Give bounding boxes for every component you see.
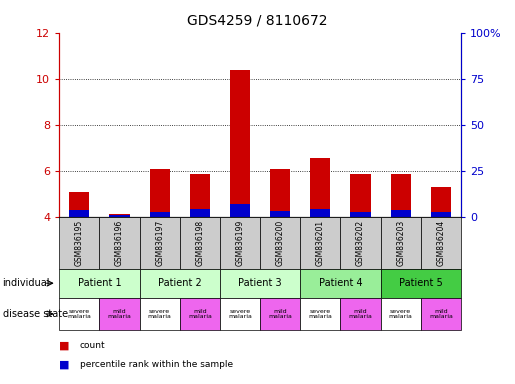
Bar xyxy=(59,298,99,330)
Bar xyxy=(260,298,300,330)
Text: individual: individual xyxy=(3,278,50,288)
Text: GSM836197: GSM836197 xyxy=(155,220,164,266)
Bar xyxy=(421,298,461,330)
Text: GSM836204: GSM836204 xyxy=(436,220,445,266)
Text: Patient 2: Patient 2 xyxy=(158,278,201,288)
Bar xyxy=(381,269,461,298)
Text: ■: ■ xyxy=(59,360,70,370)
Text: severe
malaria: severe malaria xyxy=(67,308,91,319)
Text: GSM836198: GSM836198 xyxy=(195,220,204,266)
Text: severe
malaria: severe malaria xyxy=(308,308,332,319)
Bar xyxy=(220,269,300,298)
Bar xyxy=(350,174,370,217)
Bar xyxy=(381,217,421,269)
Text: severe
malaria: severe malaria xyxy=(228,308,252,319)
Text: GSM836201: GSM836201 xyxy=(316,220,325,266)
Text: GDS4259 / 8110672: GDS4259 / 8110672 xyxy=(187,13,328,27)
Bar xyxy=(140,269,220,298)
Text: mild
malaria: mild malaria xyxy=(188,308,212,319)
Bar xyxy=(270,169,290,217)
Bar xyxy=(390,174,410,217)
Bar xyxy=(270,211,290,217)
Bar xyxy=(59,269,140,298)
Bar xyxy=(190,209,210,217)
Bar xyxy=(99,217,140,269)
Text: Patient 1: Patient 1 xyxy=(78,278,121,288)
Bar xyxy=(350,212,370,217)
Text: mild
malaria: mild malaria xyxy=(349,308,372,319)
Text: severe
malaria: severe malaria xyxy=(148,308,171,319)
Text: GSM836200: GSM836200 xyxy=(276,220,285,266)
Bar xyxy=(99,298,140,330)
Text: mild
malaria: mild malaria xyxy=(108,308,131,319)
Bar xyxy=(149,169,169,217)
Bar xyxy=(180,217,220,269)
Text: GSM836196: GSM836196 xyxy=(115,220,124,266)
Bar xyxy=(300,298,340,330)
Bar xyxy=(340,217,381,269)
Text: GSM836202: GSM836202 xyxy=(356,220,365,266)
Text: GSM836203: GSM836203 xyxy=(396,220,405,266)
Text: percentile rank within the sample: percentile rank within the sample xyxy=(80,360,233,369)
Bar xyxy=(109,214,129,217)
Bar xyxy=(230,70,250,217)
Bar xyxy=(421,217,461,269)
Bar xyxy=(340,298,381,330)
Bar xyxy=(431,187,451,217)
Bar xyxy=(140,217,180,269)
Bar xyxy=(381,298,421,330)
Text: Patient 3: Patient 3 xyxy=(238,278,282,288)
Bar xyxy=(390,210,410,217)
Text: disease state: disease state xyxy=(3,309,67,319)
Bar xyxy=(69,192,89,217)
Text: ■: ■ xyxy=(59,341,70,351)
Bar xyxy=(180,298,220,330)
Bar xyxy=(431,212,451,217)
Bar xyxy=(260,217,300,269)
Text: Patient 5: Patient 5 xyxy=(399,278,442,288)
Bar xyxy=(69,210,89,217)
Bar xyxy=(220,217,260,269)
Text: count: count xyxy=(80,341,106,350)
Bar xyxy=(220,298,260,330)
Bar xyxy=(310,158,330,217)
Bar xyxy=(300,217,340,269)
Bar xyxy=(230,204,250,217)
Bar xyxy=(140,298,180,330)
Bar xyxy=(149,212,169,217)
Text: mild
malaria: mild malaria xyxy=(268,308,292,319)
Bar xyxy=(300,269,381,298)
Text: Patient 4: Patient 4 xyxy=(319,278,362,288)
Bar xyxy=(59,217,99,269)
Text: severe
malaria: severe malaria xyxy=(389,308,413,319)
Bar xyxy=(109,215,129,217)
Text: GSM836195: GSM836195 xyxy=(75,220,84,266)
Bar xyxy=(190,174,210,217)
Bar xyxy=(310,209,330,217)
Text: GSM836199: GSM836199 xyxy=(235,220,245,266)
Text: mild
malaria: mild malaria xyxy=(429,308,453,319)
